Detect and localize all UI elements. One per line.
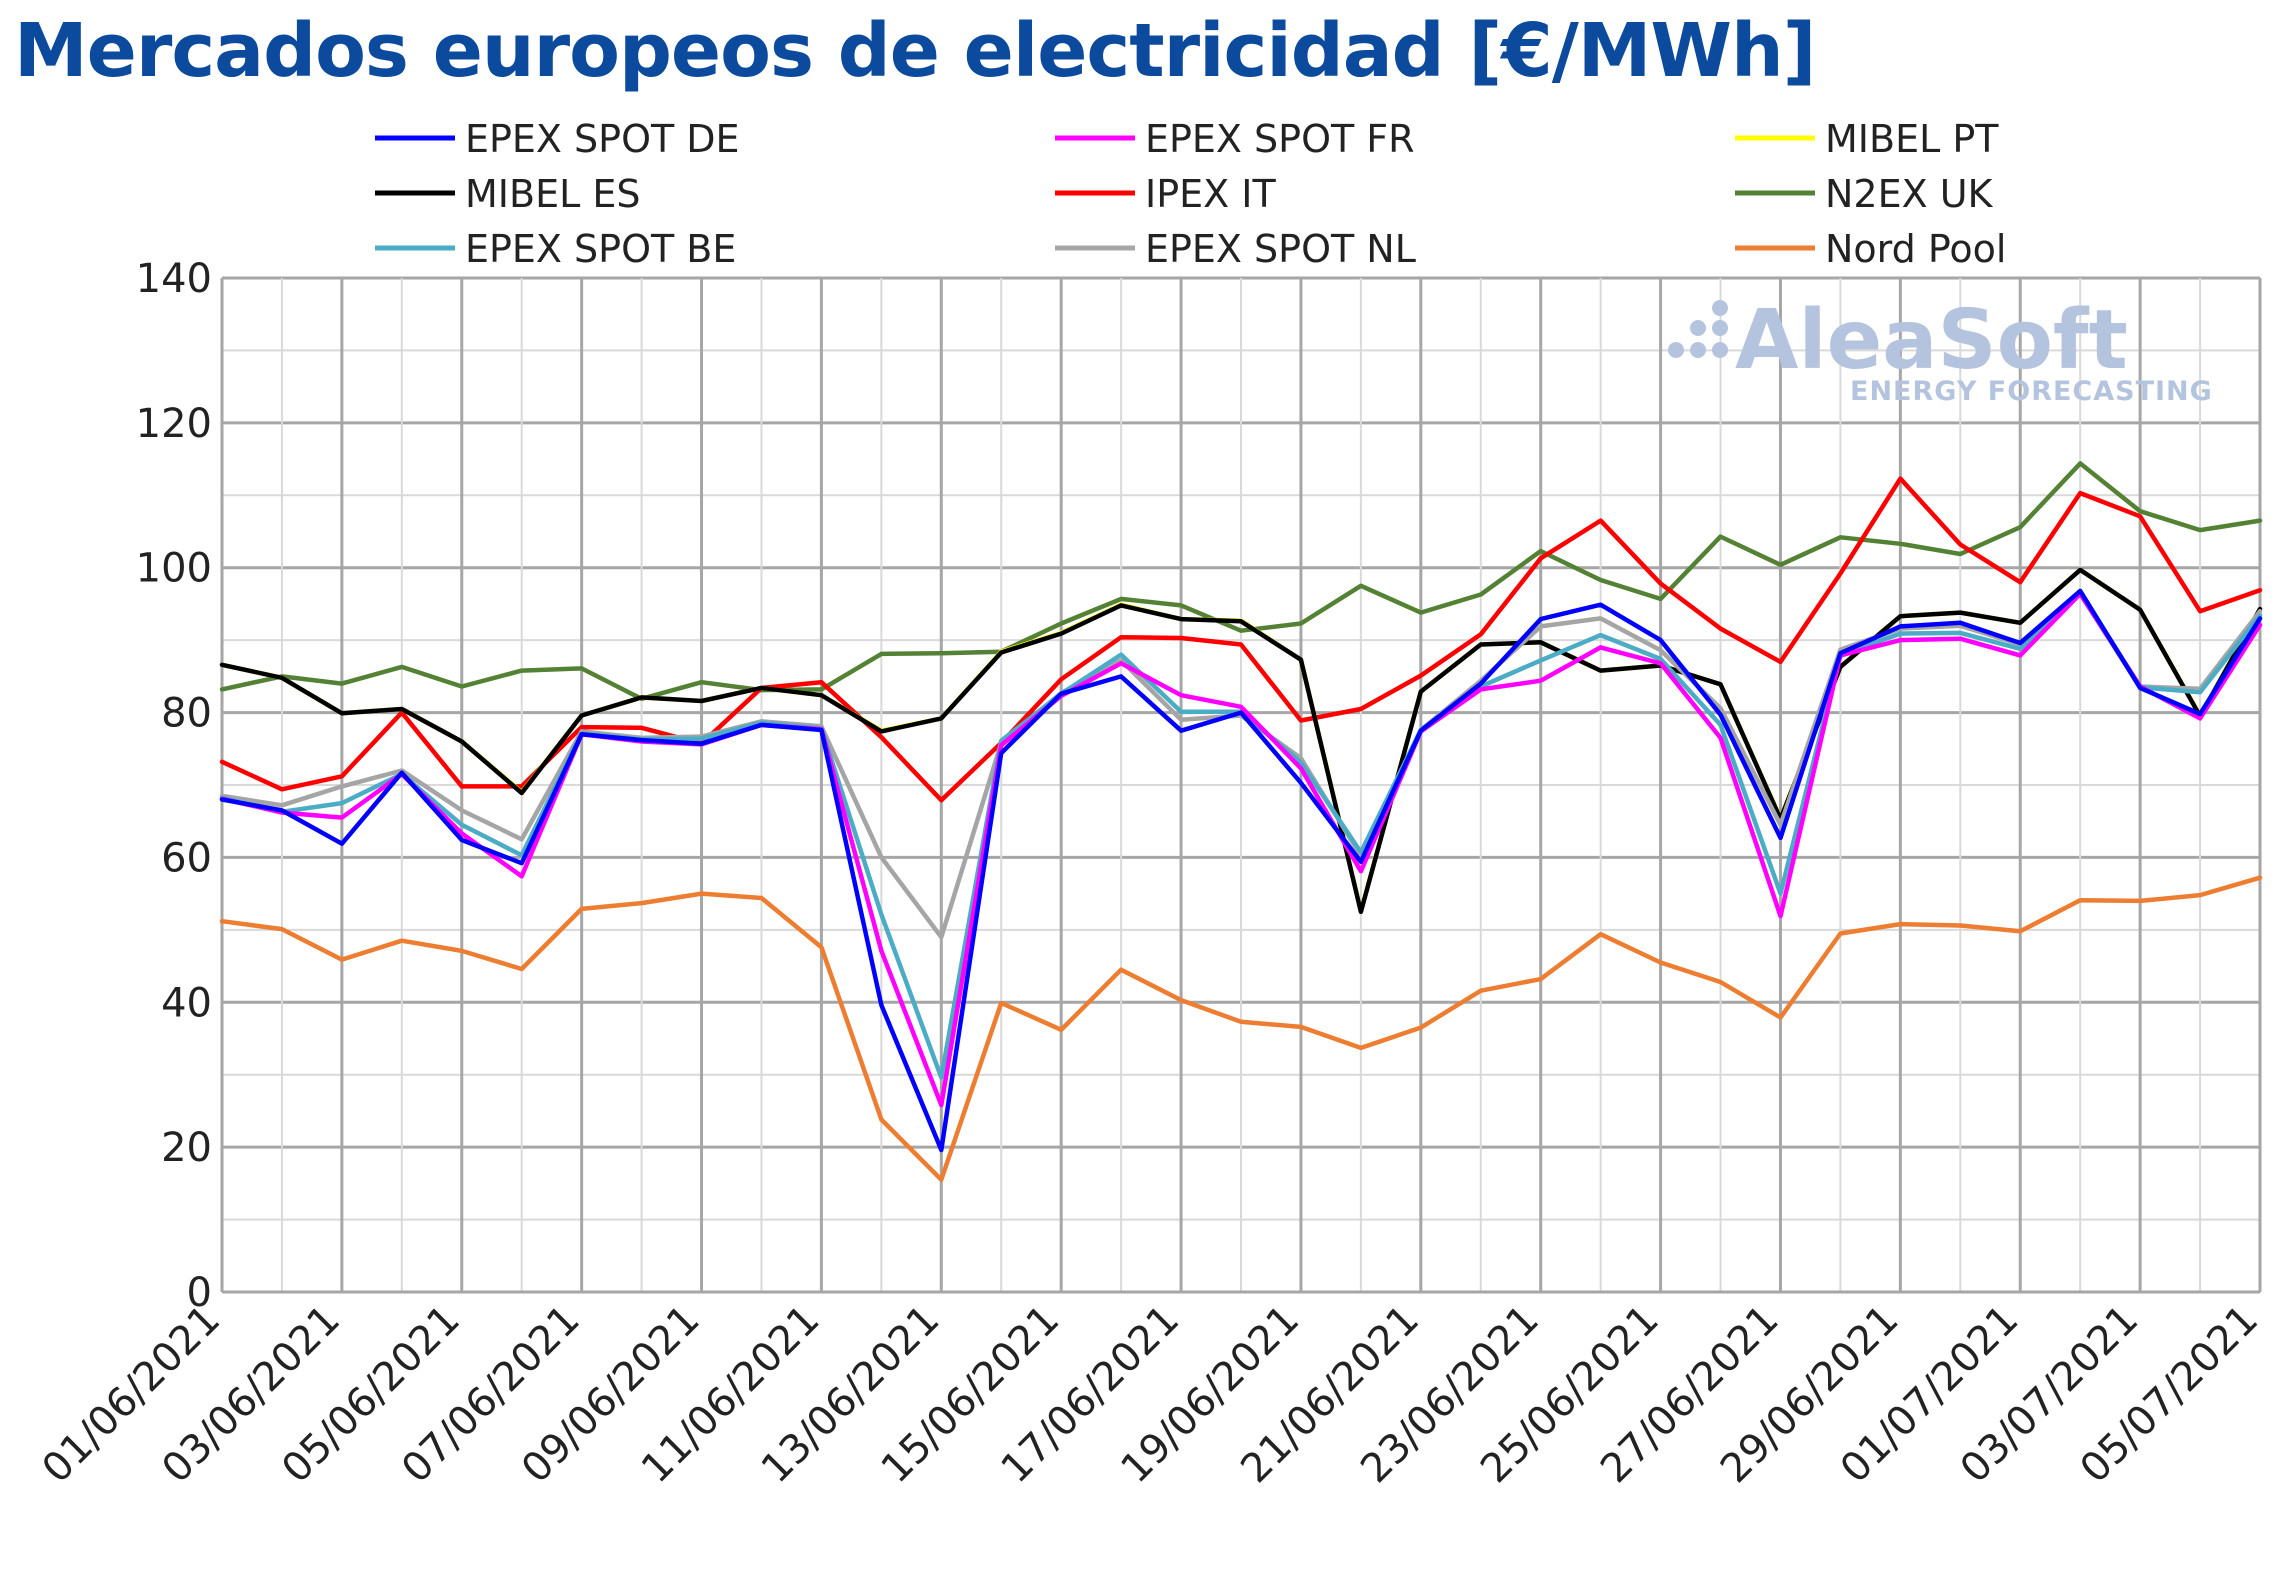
legend-item: EPEX SPOT NL [1055,227,1416,271]
y-tick-label: 60 [161,835,212,881]
legend-label: N2EX UK [1825,172,1994,216]
legend-item: Nord Pool [1735,227,2006,271]
series-line-ipex-it [219,476,2263,803]
watermark-tagline: ENERGY FORECASTING [1850,376,2213,407]
x-axis-tick-labels: 01/06/202103/06/202105/06/202107/06/2021… [34,1297,2268,1493]
legend-item: EPEX SPOT FR [1055,117,1415,161]
y-tick-label: 120 [136,401,212,447]
y-tick-label: 40 [161,980,212,1026]
legend-label: EPEX SPOT BE [465,227,736,271]
series-line-mibel-es [219,567,2263,915]
legend-label: EPEX SPOT FR [1145,117,1415,161]
y-axis-tick-labels: 0 20 40 60 80 100 120 140 [136,256,212,1316]
legend-item: N2EX UK [1735,172,1994,216]
watermark-brand: AleaSoft [1735,293,2128,388]
aleasoft-logo-dots-icon [1668,300,1728,358]
legend-label: IPEX IT [1145,172,1276,216]
legend-label: MIBEL PT [1825,117,1999,161]
series-lines [219,461,2263,1182]
chart-grid [220,276,2262,1294]
legend-label: Nord Pool [1825,227,2006,271]
series-line-epex-spot-de [219,588,2263,1153]
legend-item: EPEX SPOT BE [375,227,736,271]
chart-title: Mercados europeos de electricidad [€/MWh… [14,8,1816,94]
legend: EPEX SPOT DE EPEX SPOT FR MIBEL PT MIBEL ES… [375,117,2006,271]
series-line-nord-pool [219,875,2263,1182]
series-line-n2ex-uk [219,461,2263,702]
y-tick-label: 20 [161,1125,212,1171]
y-tick-label: 80 [161,691,212,737]
legend-item: MIBEL PT [1735,117,1999,161]
legend-label: EPEX SPOT NL [1145,227,1416,271]
legend-label: EPEX SPOT DE [465,117,740,161]
legend-item: MIBEL ES [375,172,640,216]
legend-item: EPEX SPOT DE [375,117,740,161]
y-tick-label: 140 [136,256,212,302]
y-tick-label: 100 [136,546,212,592]
legend-item: IPEX IT [1055,172,1276,216]
y-tick-label: 0 [187,1270,212,1316]
legend-label: MIBEL ES [465,172,640,216]
aleasoft-watermark: AleaSoft ENERGY FORECASTING [1668,293,2213,407]
